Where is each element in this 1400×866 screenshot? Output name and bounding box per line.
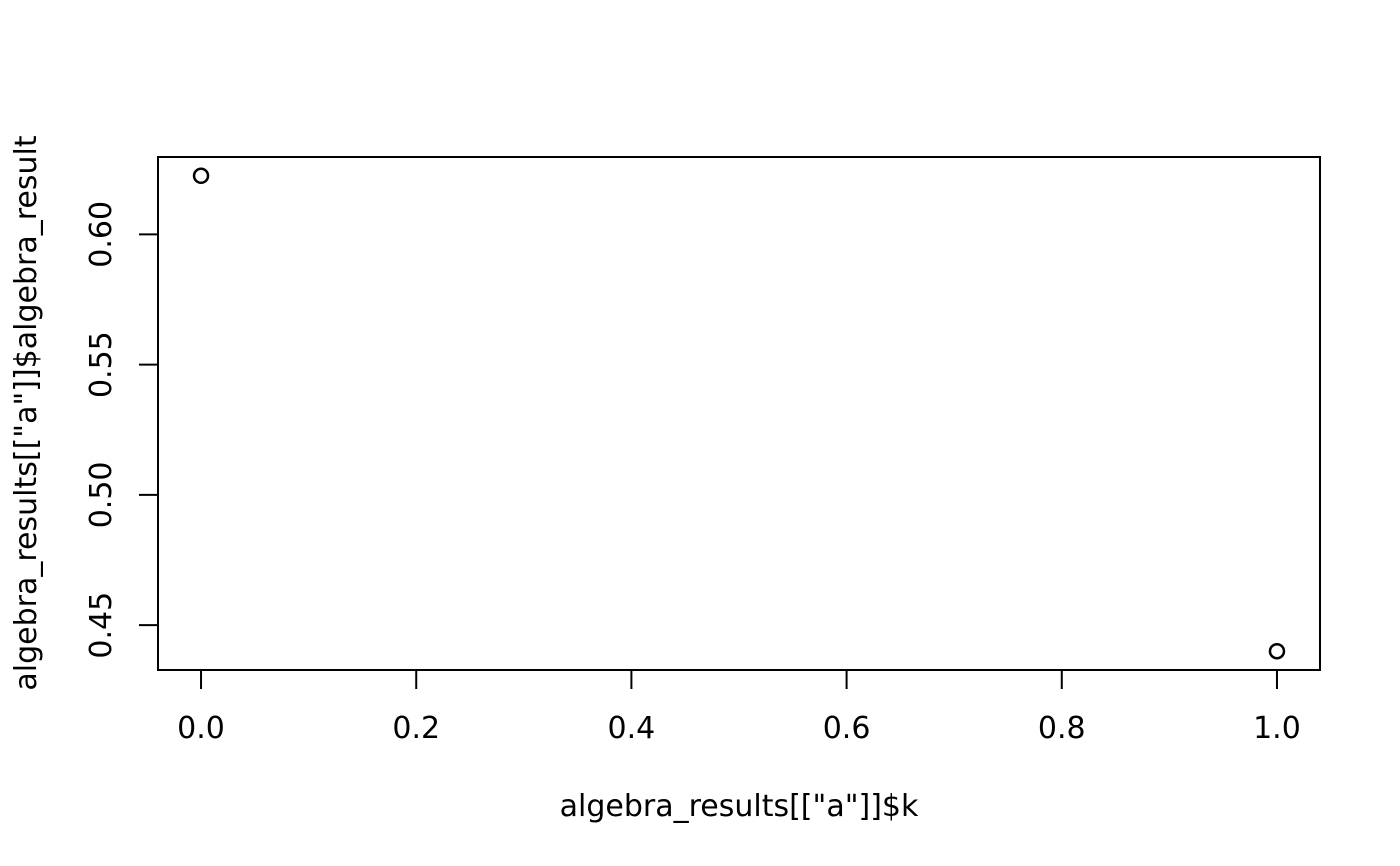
x-axis: 0.0 0.2 0.4 0.6 0.8 1.0 bbox=[177, 669, 1301, 746]
y-tick-label: 0.60 bbox=[84, 201, 119, 268]
y-tick-label: 0.55 bbox=[84, 331, 119, 398]
y-axis: 0.45 0.50 0.55 0.60 bbox=[84, 201, 159, 659]
x-axis-label: algebra_results[["a"]]$k bbox=[560, 789, 919, 824]
x-tick-label: 0.8 bbox=[1038, 711, 1086, 746]
data-point bbox=[1268, 642, 1286, 660]
y-tick-label: 0.45 bbox=[84, 592, 119, 659]
x-tick-label: 1.0 bbox=[1253, 711, 1301, 746]
data-points bbox=[192, 167, 1286, 660]
y-tick-label: 0.50 bbox=[84, 462, 119, 529]
y-axis-label: algebra_results[["a"]]$algebra_result bbox=[9, 135, 44, 690]
plot-frame bbox=[157, 156, 1321, 671]
x-tick-label: 0.2 bbox=[392, 711, 440, 746]
data-point bbox=[192, 167, 210, 185]
x-tick-label: 0.0 bbox=[177, 711, 225, 746]
x-tick-label: 0.6 bbox=[823, 711, 871, 746]
x-tick-label: 0.4 bbox=[608, 711, 656, 746]
